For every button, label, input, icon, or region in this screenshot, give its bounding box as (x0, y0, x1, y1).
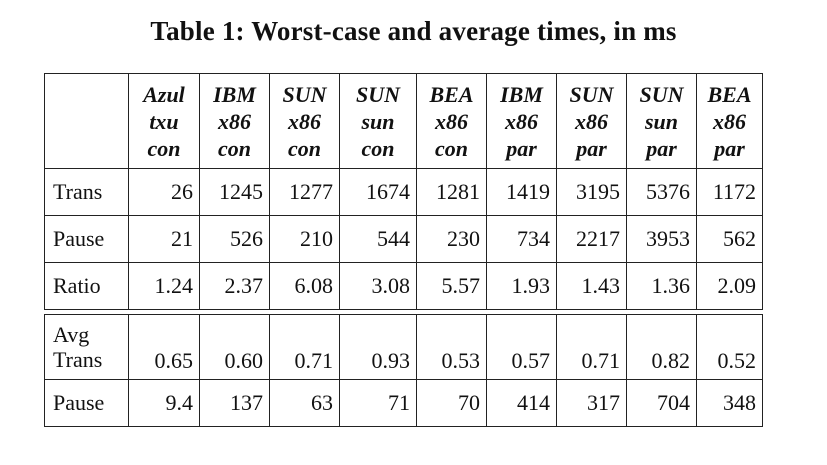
table-row: Avg Trans 0.65 0.60 0.71 0.93 0.53 0.57 0… (44, 314, 763, 380)
table-cell: 2.09 (696, 262, 763, 310)
table-cell: 1419 (486, 168, 557, 216)
table-cell: 70 (416, 379, 487, 427)
table-cell: 704 (626, 379, 697, 427)
header-line: par (646, 135, 677, 161)
table-cell: 230 (416, 215, 487, 263)
header-line: sun (361, 108, 395, 134)
table-cell: 0.52 (696, 314, 763, 380)
header-line: x86 (218, 108, 251, 134)
table-cell: 1.24 (128, 262, 200, 310)
table-cell: 3.08 (339, 262, 417, 310)
header-line: con (218, 135, 251, 161)
table-cell: 526 (199, 215, 270, 263)
column-header: SUN sun par (626, 73, 697, 169)
table-cell: 2217 (556, 215, 627, 263)
header-line: x86 (288, 108, 321, 134)
row-label: Ratio (44, 262, 129, 310)
header-line: con (288, 135, 321, 161)
table-cell: 71 (339, 379, 417, 427)
table-cell: 1674 (339, 168, 417, 216)
header-line: x86 (713, 108, 746, 134)
column-header: Azul txu con (128, 73, 200, 169)
column-header: SUN x86 par (556, 73, 627, 169)
table-cell: 0.71 (556, 314, 627, 380)
table-row: Trans 26 1245 1277 1674 1281 1419 3195 5… (44, 168, 763, 216)
corner-cell (44, 73, 129, 169)
row-label: Pause (44, 215, 129, 263)
table-cell: 137 (199, 379, 270, 427)
average-table: Avg Trans 0.65 0.60 0.71 0.93 0.53 0.57 0… (44, 314, 763, 427)
header-line: SUN (355, 81, 400, 107)
table-cell: 1.36 (626, 262, 697, 310)
table-cell: 1.93 (486, 262, 557, 310)
header-line: sun (644, 108, 679, 134)
table-cell: 1245 (199, 168, 270, 216)
table-cell: 544 (339, 215, 417, 263)
table-cell: 3953 (626, 215, 697, 263)
worst-case-table: Azul txu con IBM x86 con SUN x86 con SUN sun con… (44, 73, 763, 310)
column-header: SUN sun con (339, 73, 417, 169)
header-line: con (435, 135, 468, 161)
table-row: Ratio 1.24 2.37 6.08 3.08 5.57 1.93 1.43… (44, 262, 763, 310)
header-line: IBM (213, 81, 256, 107)
header-line: x86 (575, 108, 608, 134)
column-header: BEA x86 par (696, 73, 763, 169)
table-cell: 414 (486, 379, 557, 427)
table-cell: 317 (556, 379, 627, 427)
column-header: IBM x86 con (199, 73, 270, 169)
column-header: IBM x86 par (486, 73, 557, 169)
header-line: Azul (143, 81, 185, 107)
row-label: Avg Trans (44, 314, 129, 380)
table-cell: 9.4 (128, 379, 200, 427)
header-line: BEA (429, 81, 474, 107)
header-line: con (361, 135, 395, 161)
table-cell: 1.43 (556, 262, 627, 310)
table-row: Pause 9.4 137 63 71 70 414 317 704 348 (44, 379, 763, 427)
row-label-line: Trans (53, 347, 103, 372)
table-cell: 6.08 (269, 262, 340, 310)
header-row: Azul txu con IBM x86 con SUN x86 con SUN sun con… (44, 73, 763, 169)
header-line: BEA (707, 81, 752, 107)
table-cell: 5.57 (416, 262, 487, 310)
table-cell: 0.60 (199, 314, 270, 380)
table-cell: 3195 (556, 168, 627, 216)
table-cell: 0.53 (416, 314, 487, 380)
table-cell: 5376 (626, 168, 697, 216)
table-cell: 562 (696, 215, 763, 263)
table-cell: 0.93 (339, 314, 417, 380)
table-cell: 2.37 (199, 262, 270, 310)
table-cell: 0.65 (128, 314, 200, 380)
header-line: SUN (639, 81, 684, 107)
row-label-line: Avg (53, 322, 90, 347)
column-header: BEA x86 con (416, 73, 487, 169)
row-label: Trans (44, 168, 129, 216)
table-cell: 26 (128, 168, 200, 216)
table-cell: 348 (696, 379, 763, 427)
table-cell: 1172 (696, 168, 763, 216)
header-line: IBM (500, 81, 543, 107)
header-line: SUN (569, 81, 614, 107)
table-cell: 1281 (416, 168, 487, 216)
row-label: Pause (44, 379, 129, 427)
table-cell: 1277 (269, 168, 340, 216)
table-cell: 0.71 (269, 314, 340, 380)
header-line: txu (149, 108, 179, 134)
header-line: con (147, 135, 181, 161)
header-line: x86 (505, 108, 538, 134)
header-line: x86 (435, 108, 468, 134)
table-cell: 0.82 (626, 314, 697, 380)
column-header: SUN x86 con (269, 73, 340, 169)
table-cell: 210 (269, 215, 340, 263)
header-line: par (576, 135, 607, 161)
header-line: par (506, 135, 537, 161)
table-cell: 734 (486, 215, 557, 263)
table-row: Pause 21 526 210 544 230 734 2217 3953 5… (44, 215, 763, 263)
header-line: par (714, 135, 745, 161)
table-cell: 21 (128, 215, 200, 263)
header-line: SUN (282, 81, 327, 107)
table-cell: 0.57 (486, 314, 557, 380)
table-title: Table 1: Worst-case and average times, i… (150, 16, 677, 46)
table-cell: 63 (269, 379, 340, 427)
